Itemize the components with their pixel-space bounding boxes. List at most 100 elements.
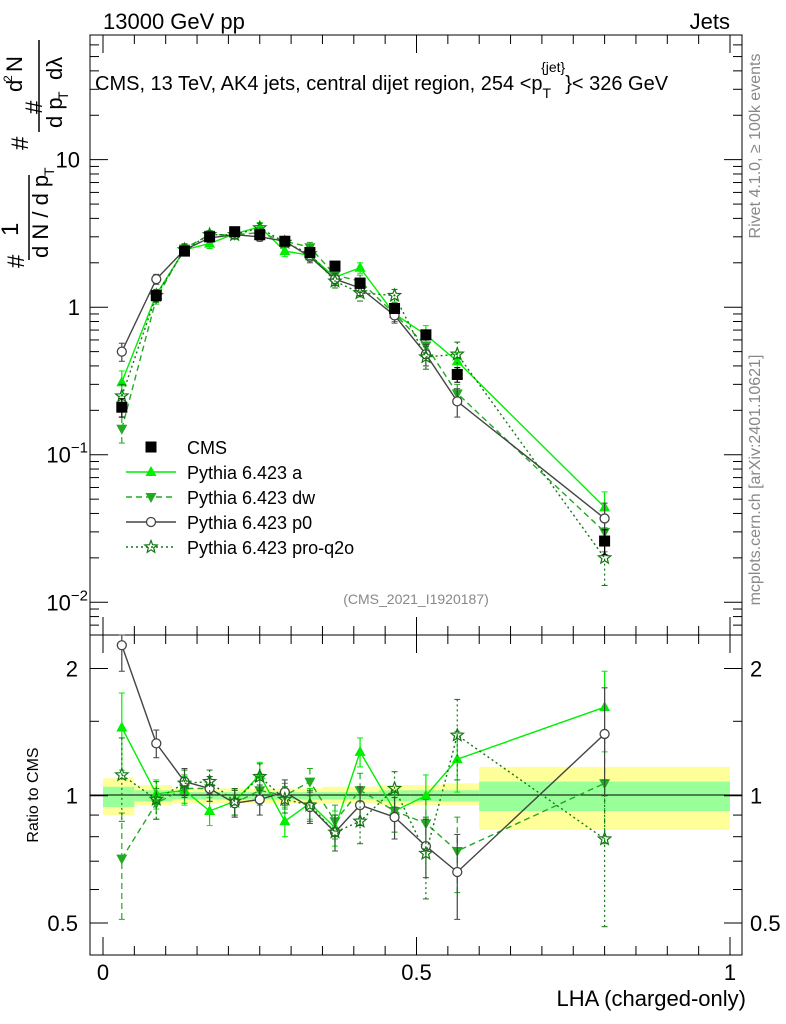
main-point-data-7 — [304, 246, 316, 258]
ratio-point-p0-9 — [354, 799, 366, 811]
main-point-a-12 — [451, 355, 463, 366]
plot-title: CMS, 13 TeV, AK4 jets, central dijet reg… — [95, 59, 669, 101]
title-main: CMS, 13 TeV, AK4 jets, central dijet reg… — [95, 73, 543, 95]
main-point-data-11 — [420, 329, 432, 341]
ratio-xtick-label-0: 0 — [97, 960, 109, 985]
main-ytick-label-2: 1 — [68, 295, 80, 320]
main-point-data-0 — [116, 401, 128, 413]
header-energy: 13000 GeV pp — [103, 9, 245, 34]
ratio-point-a-6 — [279, 815, 291, 826]
svg-text:dλ: dλ — [42, 57, 67, 80]
band-inner-8 — [322, 792, 348, 800]
svg-text:T: T — [41, 167, 57, 176]
main-point-p0-0 — [116, 346, 127, 357]
ratio-line-p0 — [121, 644, 606, 873]
svg-text:#: # — [21, 100, 48, 114]
band-inner-0 — [103, 786, 135, 808]
y-axis-label-ratio: Ratio to CMS — [25, 747, 42, 842]
ratio-ytick-label-0: 0.5 — [47, 911, 78, 936]
ratio-point-a-9 — [354, 745, 366, 756]
main-ytick-label-0: 10−2 — [46, 587, 88, 615]
svg-text:N: N — [2, 56, 27, 72]
ratio-point-pq2o-3 — [201, 773, 218, 789]
ratio-point-pq2o-8 — [327, 824, 343, 839]
svg-text:#: # — [3, 254, 30, 268]
header-process: Jets — [690, 9, 730, 34]
legend-marker-data — [145, 441, 157, 453]
legend-label-pq2o: Pythia 6.423 pro-q2o — [187, 538, 354, 558]
main-point-p0-13 — [599, 513, 610, 524]
main-point-data-1 — [150, 290, 162, 302]
svg-text:#: # — [7, 136, 34, 150]
main-plot-series — [114, 219, 613, 586]
ratio-point-a-0 — [116, 721, 128, 732]
ratio-point-a-3 — [204, 805, 216, 816]
ratio-plot-series — [114, 634, 613, 928]
main-ytick-label-1: 10−1 — [46, 440, 88, 468]
svg-text:T: T — [55, 91, 71, 100]
ratio-xtick-label-1: 0.5 — [401, 960, 432, 985]
ratio-point-pq2o-12 — [449, 727, 465, 742]
rivet-version-label: Rivet 4.1.0, ≥ 100k events — [747, 54, 764, 239]
main-point-p0-12 — [452, 396, 463, 407]
legend-label-a: Pythia 6.423 a — [187, 463, 303, 483]
main-series-data — [116, 226, 611, 556]
ratio-point-p0-1 — [151, 738, 162, 749]
legend-label-p0: Pythia 6.423 p0 — [187, 513, 312, 533]
main-point-p0-1 — [151, 273, 162, 285]
x-axis-label: LHA (charged-only) — [556, 986, 746, 1011]
legend-marker-dw — [145, 493, 157, 503]
ratio-ytick-label-1: 1 — [66, 784, 78, 809]
legend-label-dw: Pythia 6.423 dw — [187, 488, 316, 508]
ratio-point-p0-0 — [116, 640, 127, 651]
svg-text:2: 2 — [1, 75, 15, 82]
legend: CMS Pythia 6.423 a Pythia 6.423 dw Pythia 6… — [126, 438, 354, 558]
title-sup: {jet} — [541, 59, 565, 75]
title-sub: T — [543, 85, 552, 101]
y-axis-label-top: # 1 d N / d p T # d 2 N # d p T dλ — [0, 40, 71, 268]
ratio-point-pq2o-11 — [418, 845, 434, 861]
main-point-pq2o-9 — [352, 284, 368, 300]
main-point-data-2 — [179, 245, 191, 257]
legend-label-data: CMS — [187, 438, 227, 458]
main-point-a-0 — [116, 376, 128, 387]
legend-marker-pq2o — [143, 538, 159, 554]
main-point-data-4 — [229, 226, 241, 238]
main-point-data-5 — [254, 229, 266, 241]
uncertainty-bands — [103, 766, 730, 830]
ratio-point-p0-5 — [254, 794, 265, 805]
main-point-data-8 — [329, 260, 341, 272]
analysis-id-label: (CMS_2021_I1920187) — [343, 591, 489, 607]
ratio-ytick-label-right-2: 2 — [750, 656, 762, 681]
main-point-a-9 — [354, 261, 366, 272]
ratio-point-pq2o-0 — [114, 766, 130, 782]
ratio-series-pq2o — [114, 698, 613, 928]
ratio-point-a-12 — [451, 753, 463, 764]
ratio-point-pq2o-13 — [596, 830, 613, 846]
main-point-pq2o-11 — [418, 348, 434, 364]
mcplots-reference-label: mcplots.cern.ch [arXiv:2401.10621] — [747, 355, 764, 606]
legend-marker-a — [145, 466, 157, 476]
ratio-point-pq2o-6 — [276, 791, 293, 807]
main-point-dw-0 — [116, 424, 128, 435]
main-point-pq2o-10 — [386, 287, 403, 303]
svg-text:d N / d p: d N / d p — [28, 175, 53, 258]
main-point-pq2o-12 — [449, 346, 465, 361]
main-point-pq2o-13 — [596, 549, 613, 565]
ratio-ytick-label-2: 2 — [66, 656, 78, 681]
ratio-point-p0-12 — [452, 866, 463, 878]
main-point-data-10 — [389, 303, 401, 315]
main-point-data-12 — [451, 368, 463, 380]
ratio-point-p0-13 — [599, 728, 610, 740]
ratio-point-pq2o-4 — [226, 793, 243, 808]
main-ytick-label-3: 10 — [56, 148, 80, 173]
ratio-point-pq2o-7 — [302, 796, 318, 812]
main-point-pq2o-8 — [327, 273, 343, 288]
main-point-data-3 — [204, 231, 216, 243]
legend-marker-p0 — [145, 516, 157, 528]
svg-text:d p: d p — [42, 97, 67, 128]
svg-text:d: d — [2, 80, 27, 92]
ratio-ytick-label-right-0: 0.5 — [750, 911, 781, 936]
ratio-point-pq2o-5 — [252, 768, 268, 784]
